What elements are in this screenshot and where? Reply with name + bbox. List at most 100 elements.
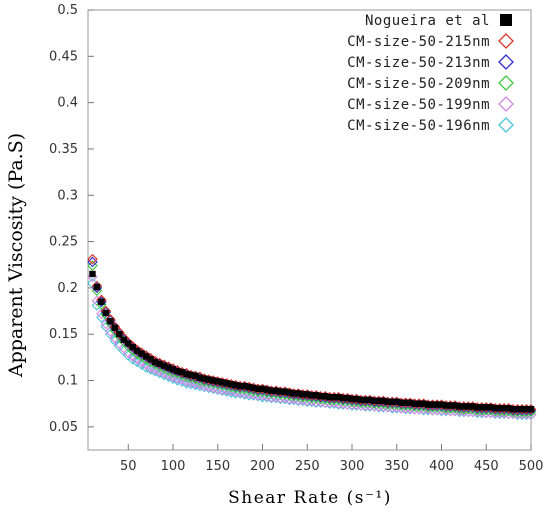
data-point — [451, 402, 459, 409]
data-point — [487, 404, 494, 411]
data-point — [393, 398, 400, 406]
y-tick-label: 0.35 — [49, 142, 78, 157]
legend-marker — [498, 75, 514, 91]
data-point — [151, 358, 159, 366]
data-point — [107, 318, 114, 325]
data-point — [178, 368, 186, 376]
data-point — [236, 382, 244, 390]
data-point — [281, 388, 289, 395]
data-point — [140, 359, 152, 371]
data-point — [118, 345, 130, 357]
data-point — [263, 386, 271, 393]
y-tick-label: 0.45 — [49, 49, 78, 64]
legend-label: CM-size-50-215nm — [347, 34, 490, 50]
data-point — [89, 270, 96, 278]
x-tick-label: 150 — [205, 459, 230, 474]
data-point — [160, 362, 168, 369]
axis-ticks: 50 100 150 200 250 300 350 400 450 500 0.05 0.1 0.15… — [49, 3, 543, 474]
series-cm-size-50-215nm — [87, 253, 537, 415]
data-point — [321, 393, 329, 400]
data-point — [353, 395, 360, 403]
x-tick-label: 50 — [120, 459, 137, 474]
data-point — [500, 405, 508, 412]
data-point — [299, 391, 306, 398]
data-point — [142, 353, 150, 360]
data-point — [460, 403, 468, 410]
legend-item: CM-size-50-196nm — [347, 117, 514, 134]
data-point — [196, 374, 204, 381]
data-point — [284, 394, 295, 406]
data-point — [304, 391, 311, 398]
data-point — [313, 392, 320, 399]
y-tick-label: 0.5 — [57, 3, 78, 18]
data-point — [272, 387, 280, 394]
data-point — [116, 331, 123, 338]
y-tick-label: 0.1 — [57, 374, 78, 389]
legend-marker — [498, 96, 514, 112]
data-point — [147, 356, 154, 363]
data-point — [120, 336, 127, 343]
data-point — [339, 394, 347, 402]
data-point — [136, 356, 147, 368]
data-point — [398, 399, 405, 406]
data-point — [102, 309, 110, 317]
data-point — [232, 381, 239, 389]
y-tick-label: 0.15 — [49, 327, 78, 342]
x-axis-title: Shear Rate (s⁻¹) — [228, 488, 392, 508]
data-point — [514, 406, 521, 413]
data-point — [227, 381, 235, 388]
data-point — [295, 390, 302, 397]
data-point — [492, 405, 499, 412]
data-markers — [87, 253, 537, 421]
legend-marker — [498, 33, 514, 49]
data-point — [380, 397, 387, 405]
data-point — [474, 404, 481, 411]
data-point — [87, 260, 98, 271]
data-point — [308, 392, 315, 399]
data-point — [87, 256, 98, 268]
data-point — [87, 253, 98, 265]
data-point — [384, 398, 392, 406]
legend-item: CM-size-50-209nm — [347, 75, 514, 92]
data-point — [406, 399, 414, 406]
data-point — [348, 395, 356, 403]
data-point — [389, 398, 396, 406]
y-tick-label: 0.3 — [57, 188, 78, 203]
legend-item: Nogueira et al — [365, 13, 512, 29]
data-point — [375, 397, 383, 405]
legend-marker — [500, 14, 512, 26]
data-point — [205, 376, 213, 383]
data-point — [344, 394, 351, 402]
data-point — [131, 353, 143, 365]
data-point — [326, 394, 333, 401]
data-point — [174, 368, 181, 375]
legend-item: CM-size-50-213nm — [347, 54, 514, 71]
data-point — [165, 364, 172, 371]
y-tick-label: 0.25 — [49, 235, 78, 250]
x-tick-label: 500 — [519, 459, 544, 474]
data-point — [93, 283, 101, 291]
data-point — [447, 402, 454, 409]
x-tick-label: 250 — [295, 459, 320, 474]
data-point — [259, 385, 266, 393]
data-point — [527, 406, 535, 413]
data-point — [214, 378, 221, 385]
data-point — [429, 401, 436, 408]
data-point — [98, 298, 105, 305]
series-nogueira-et-al — [89, 270, 535, 413]
data-point — [317, 393, 324, 400]
legend-marker — [498, 117, 514, 133]
data-point — [330, 394, 338, 401]
data-point — [362, 396, 369, 404]
legend-label: CM-size-50-199nm — [347, 97, 490, 113]
data-point — [465, 403, 472, 410]
data-point — [169, 366, 177, 373]
x-tick-label: 200 — [250, 459, 275, 474]
x-tick-label: 450 — [474, 459, 499, 474]
legend-label: CM-size-50-196nm — [347, 118, 490, 134]
data-point — [223, 380, 230, 387]
data-point — [415, 400, 423, 407]
plot-border — [87, 9, 532, 451]
data-point — [456, 403, 463, 410]
